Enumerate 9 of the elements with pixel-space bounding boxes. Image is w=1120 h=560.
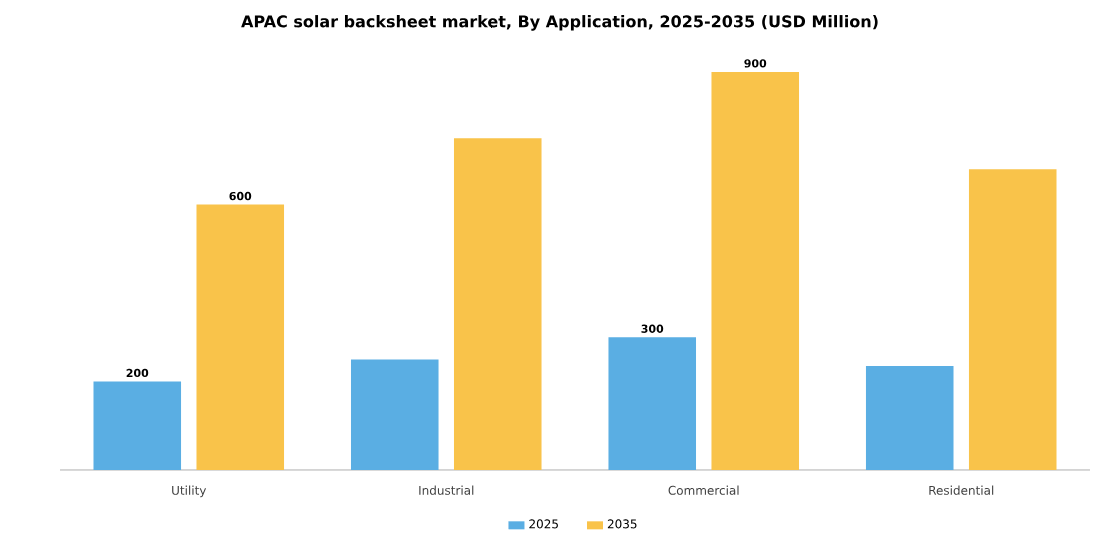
bar xyxy=(196,204,285,470)
bar xyxy=(968,169,1057,470)
bar xyxy=(93,381,182,470)
chart-title: APAC solar backsheet market, By Application, 2025-2035 (USD Million) xyxy=(241,15,878,31)
bar xyxy=(711,71,800,470)
bar xyxy=(453,138,542,470)
bar xyxy=(865,366,954,470)
bar xyxy=(350,359,439,470)
bar xyxy=(608,337,697,470)
